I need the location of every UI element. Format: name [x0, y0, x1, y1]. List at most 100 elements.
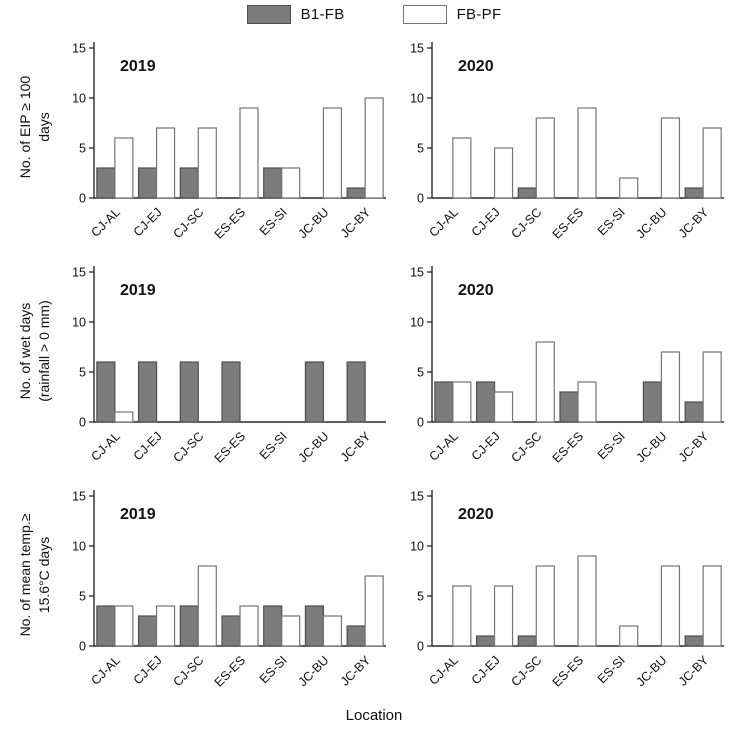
bar-b1fb-jc-by: [684, 187, 704, 199]
category-label-cj-sc: CJ-SC: [508, 653, 544, 689]
x-axis-title: Location: [345, 707, 403, 724]
category-label-jc-bu: JC-BU: [296, 429, 332, 465]
category-label-jc-bu: JC-BU: [634, 653, 670, 689]
bar-b1fb-es-es: [559, 391, 579, 423]
category-label-es-si: ES-SI: [595, 653, 628, 686]
bar-b1fb-jc-by: [346, 361, 366, 423]
category-label-cj-sc: CJ-SC: [170, 205, 206, 241]
y-axis-title-wetdays-block: No. of wet days (rainfall > 0 mm): [6, 262, 64, 474]
bar-fbpf-jc-bu: [322, 615, 343, 647]
category-label-jc-by: JC-BY: [676, 205, 712, 241]
bar-fbpf-jc-by: [364, 97, 384, 199]
category-label-jc-by: JC-BY: [338, 205, 374, 241]
year-label: 2019: [120, 282, 156, 299]
bar-fbpf-cj-ej: [493, 391, 514, 423]
category-label-cj-sc: CJ-SC: [170, 429, 206, 465]
category-label-cj-ej: CJ-EJ: [131, 205, 165, 239]
bar-fbpf-cj-sc: [197, 127, 217, 199]
bar-b1fb-es-si: [263, 605, 283, 647]
y-tick-label: 10: [72, 92, 86, 106]
bar-fbpf-cj-al: [114, 137, 134, 199]
category-label-cj-ej: CJ-EJ: [469, 653, 503, 687]
bar-fbpf-jc-bu: [322, 107, 343, 199]
year-label: 2020: [458, 506, 494, 523]
category-label-es-es: ES-ES: [550, 205, 586, 241]
y-axis-title-meantemp-line1: No. of mean temp.≥: [17, 513, 34, 637]
category-label-es-es: ES-ES: [550, 429, 586, 465]
category-label-jc-bu: JC-BU: [634, 205, 670, 241]
row-eip: No. of EIP ≥ 100 days 0 5 10 15 2019 CJ-AL CJ-…: [6, 38, 732, 250]
bar-b1fb-jc-by: [684, 635, 704, 647]
bar-fbpf-es-si: [281, 615, 301, 647]
y-axis-title-wetdays-line2: (rainfall > 0 mm): [36, 300, 52, 402]
bar-fbpf-jc-by: [702, 565, 722, 647]
chart-svg-meantemp-2019: 0 5 10 15 2019 CJ-AL CJ-EJ CJ-SC ES-ES ES-SI JC-BU…: [72, 490, 386, 690]
category-label-jc-by: JC-BY: [676, 653, 712, 689]
category-label-cj-sc: CJ-SC: [508, 205, 544, 241]
category-label-es-si: ES-SI: [595, 205, 628, 238]
y-tick-label: 15: [410, 42, 424, 56]
bar-b1fb-jc-bu: [642, 381, 663, 423]
bar-fbpf-cj-ej: [155, 605, 176, 647]
bar-fbpf-cj-sc: [535, 117, 555, 199]
subplot-eip-2019: 0 5 10 15 2019 CJ-AL CJ-EJ CJ-SC ES-ES ES-SI JC-BU…: [64, 38, 394, 250]
chart-svg-eip-2020: 0 5 10 15 2020 CJ-AL CJ-EJ CJ-SC ES-ES ES-SI JC-BU…: [410, 42, 724, 242]
y-axis-title-wetdays: No. of wet days (rainfall > 0 mm): [16, 300, 54, 402]
y-axis-title-wetdays-line1: No. of wet days: [17, 302, 34, 400]
year-label: 2019: [120, 58, 156, 75]
bar-fbpf-cj-ej: [493, 585, 514, 647]
category-label-es-si: ES-SI: [257, 429, 290, 462]
year-label: 2019: [120, 506, 156, 523]
bar-b1fb-cj-ej: [475, 635, 496, 647]
category-label-es-si: ES-SI: [257, 205, 290, 238]
y-tick-label: 15: [72, 42, 86, 56]
y-tick-label: 15: [72, 490, 86, 504]
subplot-eip-2020: 0 5 10 15 2020 CJ-AL CJ-EJ CJ-SC ES-ES ES-SI JC-BU…: [402, 38, 732, 250]
bar-fbpf-cj-sc: [535, 341, 555, 423]
legend-item-b1fb: B1-FB: [246, 5, 345, 24]
bar-fbpf-es-es: [239, 605, 259, 647]
category-label-es-es: ES-ES: [212, 429, 248, 465]
chart-grid: No. of EIP ≥ 100 days 0 5 10 15 2019 CJ-AL CJ-…: [6, 38, 732, 698]
bar-b1fb-es-es: [221, 615, 241, 647]
bar-fbpf-es-es: [577, 381, 597, 423]
bar-b1fb-cj-al: [96, 167, 116, 199]
category-label-cj-sc: CJ-SC: [170, 653, 206, 689]
bar-fbpf-jc-by: [702, 127, 722, 199]
bar-b1fb-cj-ej: [475, 381, 496, 423]
bar-fbpf-cj-al: [452, 381, 472, 423]
category-label-cj-al: CJ-AL: [427, 429, 461, 463]
category-label-jc-bu: JC-BU: [634, 429, 670, 465]
bar-fbpf-es-si: [619, 625, 639, 647]
bar-fbpf-cj-ej: [155, 127, 176, 199]
bar-fbpf-es-es: [577, 555, 597, 647]
bar-b1fb-cj-sc: [179, 167, 199, 199]
subplot-wetdays-2019: 0 5 10 15 2019 CJ-AL CJ-EJ CJ-SC ES-ES ES-SI JC-BU…: [64, 262, 394, 474]
y-tick-label: 5: [79, 366, 86, 380]
category-label-es-es: ES-ES: [212, 653, 248, 689]
bar-fbpf-cj-al: [114, 605, 134, 647]
y-tick-label: 15: [410, 490, 424, 504]
bar-fbpf-jc-by: [702, 351, 722, 423]
bar-b1fb-cj-sc: [517, 635, 537, 647]
category-label-jc-by: JC-BY: [338, 653, 374, 689]
bar-fbpf-cj-sc: [535, 565, 555, 647]
y-tick-label: 10: [72, 316, 86, 330]
chart-svg-wetdays-2020: 0 5 10 15 2020 CJ-AL CJ-EJ CJ-SC ES-ES ES-SI JC-BU…: [410, 266, 724, 466]
bar-fbpf-jc-by: [364, 575, 384, 647]
y-axis-title-eip-line2: days: [36, 112, 52, 142]
y-tick-label: 5: [417, 142, 424, 156]
bar-b1fb-cj-al: [96, 605, 116, 647]
y-axis-title-eip: No. of EIP ≥ 100 days: [16, 76, 54, 178]
y-tick-label: 10: [72, 540, 86, 554]
y-axis-title-meantemp: No. of mean temp.≥ 15.6°C days: [16, 514, 54, 637]
subplot-meantemp-2020: 0 5 10 15 2020 CJ-AL CJ-EJ CJ-SC ES-ES ES-SI JC-BU…: [402, 486, 732, 698]
bar-fbpf-cj-al: [452, 585, 472, 647]
bar-b1fb-cj-ej: [137, 615, 158, 647]
bar-fbpf-es-si: [281, 167, 301, 199]
bar-fbpf-jc-bu: [660, 565, 681, 647]
y-tick-label: 5: [417, 366, 424, 380]
legend-label-fbpf: FB-PF: [456, 6, 502, 23]
category-label-es-si: ES-SI: [257, 653, 290, 686]
